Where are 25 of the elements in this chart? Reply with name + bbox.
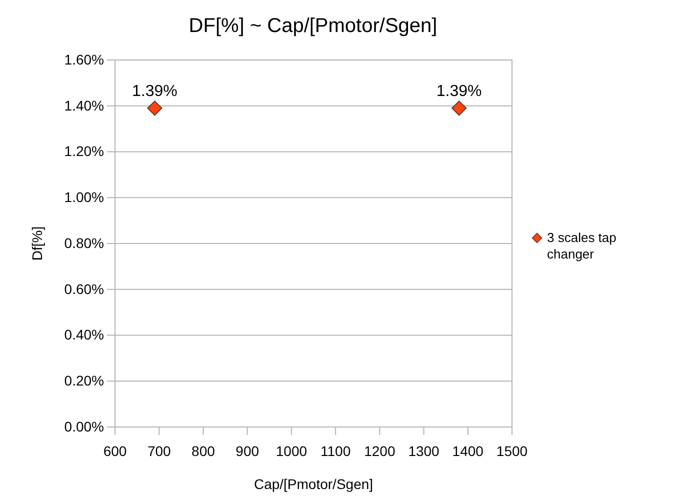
y-tick-label: 0.40% (64, 326, 104, 343)
x-tick-label: 800 (192, 443, 216, 460)
x-tick-label: 1000 (276, 443, 308, 460)
x-axis-title: Cap/[Pmotor/Sgen] (254, 476, 374, 492)
x-tick-label: 1200 (364, 443, 396, 460)
y-tick-label: 0.60% (64, 280, 104, 297)
legend-label: 3 scales tap changer (547, 230, 616, 262)
x-tick-label: 700 (147, 443, 172, 460)
text: 1.39% (436, 83, 482, 100)
x-tick-label: 900 (236, 443, 260, 460)
text: 1.39% (132, 83, 178, 100)
y-tick-label: 0.00% (64, 418, 104, 434)
x-tick-label: 1100 (320, 443, 351, 460)
y-tick-label: 1.40% (64, 97, 104, 114)
x-tick-label: 1300 (408, 443, 440, 460)
y-tick-label: 1.00% (64, 189, 104, 206)
x-tick-label: 1400 (452, 443, 484, 460)
x-tick-label: 600 (103, 443, 127, 460)
x-tick-label: 1500 (496, 443, 528, 460)
chart-title: DF[%] ~ Cap/[Pmotor/Sgen] (188, 15, 438, 37)
y-tick-label: 0.20% (64, 372, 104, 389)
y-tick-label: 0.80% (64, 234, 104, 251)
y-tick-label: 1.20% (64, 143, 104, 160)
y-tick-label: 1.60% (64, 51, 104, 68)
y-axis-title: Df[%] (29, 226, 45, 261)
